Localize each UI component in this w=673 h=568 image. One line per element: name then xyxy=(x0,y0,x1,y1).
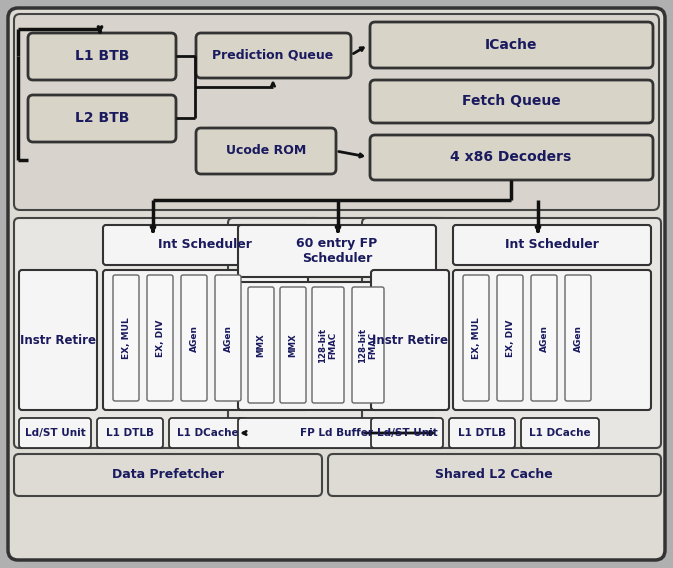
Text: EX, MUL: EX, MUL xyxy=(472,317,481,359)
FancyBboxPatch shape xyxy=(238,418,436,448)
FancyBboxPatch shape xyxy=(19,418,91,448)
FancyBboxPatch shape xyxy=(228,218,446,448)
FancyBboxPatch shape xyxy=(181,275,207,401)
FancyBboxPatch shape xyxy=(370,22,653,68)
Text: Prediction Queue: Prediction Queue xyxy=(213,48,334,61)
FancyBboxPatch shape xyxy=(14,454,322,496)
Text: L1 DCache: L1 DCache xyxy=(529,428,591,438)
Text: AGen: AGen xyxy=(573,324,583,352)
FancyBboxPatch shape xyxy=(352,287,384,403)
FancyBboxPatch shape xyxy=(196,128,336,174)
FancyBboxPatch shape xyxy=(312,287,344,403)
FancyBboxPatch shape xyxy=(8,8,665,560)
Text: Ld/ST Unit: Ld/ST Unit xyxy=(25,428,85,438)
Text: 4 x86 Decoders: 4 x86 Decoders xyxy=(450,150,571,164)
Text: AGen: AGen xyxy=(190,324,199,352)
Text: Ucode ROM: Ucode ROM xyxy=(226,144,306,157)
Text: Shared L2 Cache: Shared L2 Cache xyxy=(435,469,553,482)
FancyBboxPatch shape xyxy=(463,275,489,401)
Text: Data Prefetcher: Data Prefetcher xyxy=(112,469,224,482)
FancyBboxPatch shape xyxy=(28,95,176,142)
Text: L1 DCache: L1 DCache xyxy=(177,428,239,438)
Text: Fetch Queue: Fetch Queue xyxy=(462,94,561,108)
Text: Instr Retire: Instr Retire xyxy=(20,333,96,346)
FancyBboxPatch shape xyxy=(169,418,247,448)
FancyBboxPatch shape xyxy=(103,270,308,410)
FancyBboxPatch shape xyxy=(280,287,306,403)
Text: MMX: MMX xyxy=(256,333,266,357)
FancyBboxPatch shape xyxy=(328,454,661,496)
Text: L2 BTB: L2 BTB xyxy=(75,111,129,125)
FancyBboxPatch shape xyxy=(453,225,651,265)
FancyBboxPatch shape xyxy=(370,135,653,180)
FancyBboxPatch shape xyxy=(497,275,523,401)
Text: ICache: ICache xyxy=(485,38,537,52)
FancyBboxPatch shape xyxy=(370,80,653,123)
Text: L1 DTLB: L1 DTLB xyxy=(106,428,154,438)
FancyBboxPatch shape xyxy=(14,218,322,448)
FancyBboxPatch shape xyxy=(147,275,173,401)
Text: AGen: AGen xyxy=(540,324,548,352)
Text: L1 DTLB: L1 DTLB xyxy=(458,428,506,438)
FancyBboxPatch shape xyxy=(449,418,515,448)
Text: Ld/ST Unit: Ld/ST Unit xyxy=(377,428,437,438)
Text: EX, MUL: EX, MUL xyxy=(122,317,131,359)
FancyBboxPatch shape xyxy=(19,270,97,410)
FancyBboxPatch shape xyxy=(238,225,436,277)
FancyBboxPatch shape xyxy=(521,418,599,448)
Text: 60 entry FP
Scheduler: 60 entry FP Scheduler xyxy=(296,237,378,265)
FancyBboxPatch shape xyxy=(103,225,308,265)
FancyBboxPatch shape xyxy=(215,275,241,401)
Text: AGen: AGen xyxy=(223,324,232,352)
FancyBboxPatch shape xyxy=(113,275,139,401)
Text: L1 BTB: L1 BTB xyxy=(75,49,129,63)
Text: Instr Retire: Instr Retire xyxy=(372,333,448,346)
Text: EX, DIV: EX, DIV xyxy=(505,319,514,357)
FancyBboxPatch shape xyxy=(248,287,274,403)
Text: 128-bit
FMAC: 128-bit FMAC xyxy=(318,327,338,362)
Text: Int Scheduler: Int Scheduler xyxy=(505,239,599,252)
Text: 128-bit
FMAC: 128-bit FMAC xyxy=(358,327,378,362)
FancyBboxPatch shape xyxy=(97,418,163,448)
Text: EX, DIV: EX, DIV xyxy=(155,319,164,357)
FancyBboxPatch shape xyxy=(14,14,659,210)
FancyBboxPatch shape xyxy=(371,270,449,410)
FancyBboxPatch shape xyxy=(371,418,443,448)
FancyBboxPatch shape xyxy=(531,275,557,401)
FancyBboxPatch shape xyxy=(453,270,651,410)
Text: MMX: MMX xyxy=(289,333,297,357)
FancyBboxPatch shape xyxy=(362,218,661,448)
FancyBboxPatch shape xyxy=(565,275,591,401)
Text: Int Scheduler: Int Scheduler xyxy=(158,239,252,252)
FancyBboxPatch shape xyxy=(28,33,176,80)
FancyBboxPatch shape xyxy=(196,33,351,78)
Text: FP Ld Buffer: FP Ld Buffer xyxy=(301,428,374,438)
FancyBboxPatch shape xyxy=(238,282,436,410)
